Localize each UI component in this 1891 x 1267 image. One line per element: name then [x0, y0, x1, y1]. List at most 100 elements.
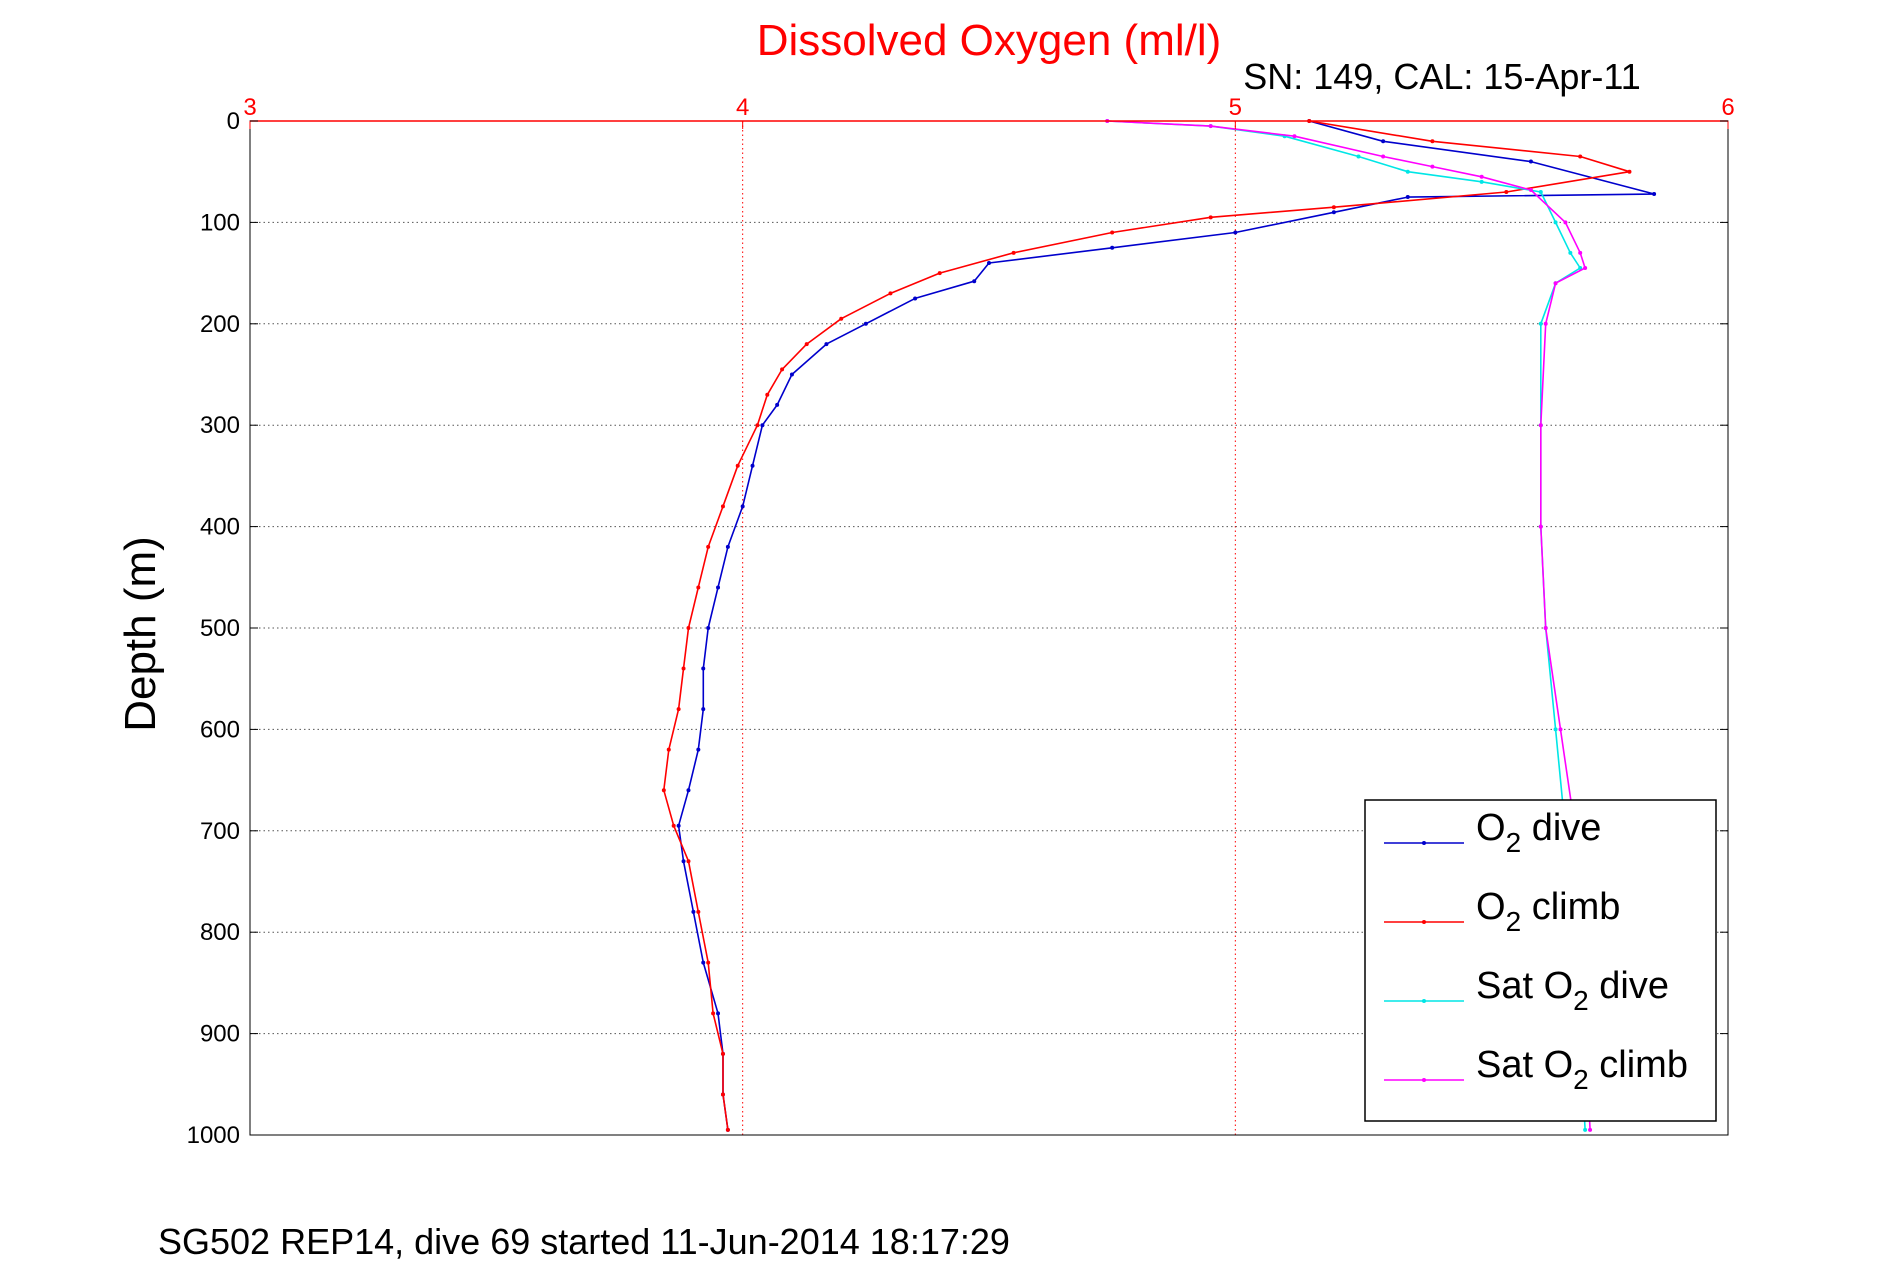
legend-label: O2 dive — [1476, 807, 1601, 858]
data-point — [1504, 189, 1509, 194]
data-point — [706, 544, 711, 549]
data-point — [691, 909, 696, 914]
data-point — [839, 316, 844, 321]
data-point — [1583, 266, 1588, 271]
data-point — [1528, 159, 1533, 164]
data-point — [1208, 215, 1213, 220]
legend-label: Sat O2 dive — [1476, 965, 1669, 1016]
data-point — [1568, 250, 1573, 255]
data-point — [696, 585, 701, 590]
data-point — [706, 626, 711, 630]
data-point — [1405, 169, 1410, 174]
grid-lines — [250, 121, 1728, 1135]
data-point — [760, 423, 765, 428]
data-point — [701, 666, 706, 671]
legend-marker — [1422, 1078, 1426, 1082]
y-tick-label: 100 — [200, 209, 240, 236]
data-point — [720, 1092, 725, 1097]
y-tick-label: 400 — [200, 514, 240, 541]
y-tick-label: 600 — [200, 716, 240, 743]
data-point — [1578, 154, 1583, 159]
data-point — [824, 342, 829, 347]
data-point — [1563, 220, 1568, 225]
data-point — [1538, 321, 1543, 326]
data-point — [888, 291, 893, 296]
legend-label: Sat O2 climb — [1476, 1044, 1688, 1095]
data-point — [1652, 192, 1657, 197]
legend-entry: O2 dive — [1384, 807, 1601, 858]
chart-subtitle: SN: 149, CAL: 15-Apr-11 — [1243, 56, 1641, 97]
data-point — [720, 504, 725, 509]
data-point — [1538, 189, 1543, 194]
data-point — [1538, 423, 1543, 428]
data-point — [1110, 230, 1115, 235]
data-point — [711, 1011, 716, 1016]
data-point — [1543, 321, 1548, 326]
footer-text: SG502 REP14, dive 69 started 11-Jun-2014… — [158, 1221, 1010, 1262]
legend-label-suffix: dive — [1589, 965, 1669, 1007]
legend-label-subscript: 2 — [1506, 906, 1522, 937]
legend-label: O2 climb — [1476, 886, 1620, 937]
data-point — [1553, 281, 1558, 286]
data-point — [863, 321, 868, 326]
data-point — [686, 626, 691, 630]
legend-label-suffix: climb — [1589, 1044, 1688, 1086]
data-point — [696, 909, 701, 914]
data-point — [1588, 1127, 1593, 1132]
data-point — [725, 544, 730, 549]
data-point — [706, 960, 711, 965]
data-point — [671, 823, 676, 828]
data-point — [1627, 169, 1632, 174]
y-tick-label: 300 — [200, 412, 240, 439]
data-point — [740, 504, 745, 509]
data-point — [780, 367, 785, 372]
data-point — [661, 788, 666, 793]
data-point — [1011, 250, 1016, 255]
data-point — [755, 423, 760, 428]
y-axis-label: Depth (m) — [116, 536, 165, 732]
data-point — [681, 666, 686, 671]
y-tick-label: 700 — [200, 818, 240, 845]
data-point — [720, 1051, 725, 1056]
data-point — [987, 260, 991, 265]
data-point — [1430, 139, 1435, 144]
data-point — [1356, 154, 1361, 159]
data-point — [686, 788, 691, 793]
axis-ticks: 3 4 5 6 0 100 200 300 400 500 600 700 800 900 1000 — [187, 94, 1735, 1149]
x-tick-label: 3 — [243, 94, 256, 121]
data-point — [1578, 250, 1583, 255]
data-point — [716, 1011, 721, 1016]
data-point — [1543, 626, 1548, 630]
data-point — [1528, 187, 1533, 192]
y-tick-label: 200 — [200, 311, 240, 338]
data-point — [1381, 139, 1386, 144]
chart-title: Dissolved Oxygen (ml/l) — [757, 16, 1222, 65]
data-point — [1208, 124, 1213, 129]
data-point — [681, 859, 686, 864]
data-point — [686, 859, 691, 864]
data-point — [1583, 1127, 1588, 1132]
data-point — [1553, 220, 1558, 225]
legend-entry: Sat O2 dive — [1384, 965, 1669, 1016]
data-point — [1538, 524, 1543, 529]
data-point — [913, 296, 918, 301]
legend-label-suffix: climb — [1521, 886, 1620, 928]
legend: O2 dive O2 climb Sat O2 dive Sat O2 climb — [1364, 799, 1717, 1122]
x-tick-label: 5 — [1229, 94, 1242, 121]
data-point — [937, 271, 942, 276]
data-point — [1479, 174, 1484, 179]
legend-marker — [1422, 920, 1426, 924]
y-tick-label: 500 — [200, 615, 240, 642]
data-point — [765, 392, 770, 397]
x-tick-label: 6 — [1721, 94, 1734, 121]
x-tick-label: 4 — [736, 94, 749, 121]
legend-label-base: O — [1476, 886, 1506, 928]
data-point — [1233, 230, 1238, 235]
y-tick-label: 900 — [200, 1021, 240, 1048]
data-point — [1331, 210, 1336, 215]
legend-label-suffix: dive — [1521, 807, 1601, 849]
data-point — [972, 279, 977, 284]
data-point — [716, 585, 721, 590]
data-point — [1381, 154, 1386, 159]
